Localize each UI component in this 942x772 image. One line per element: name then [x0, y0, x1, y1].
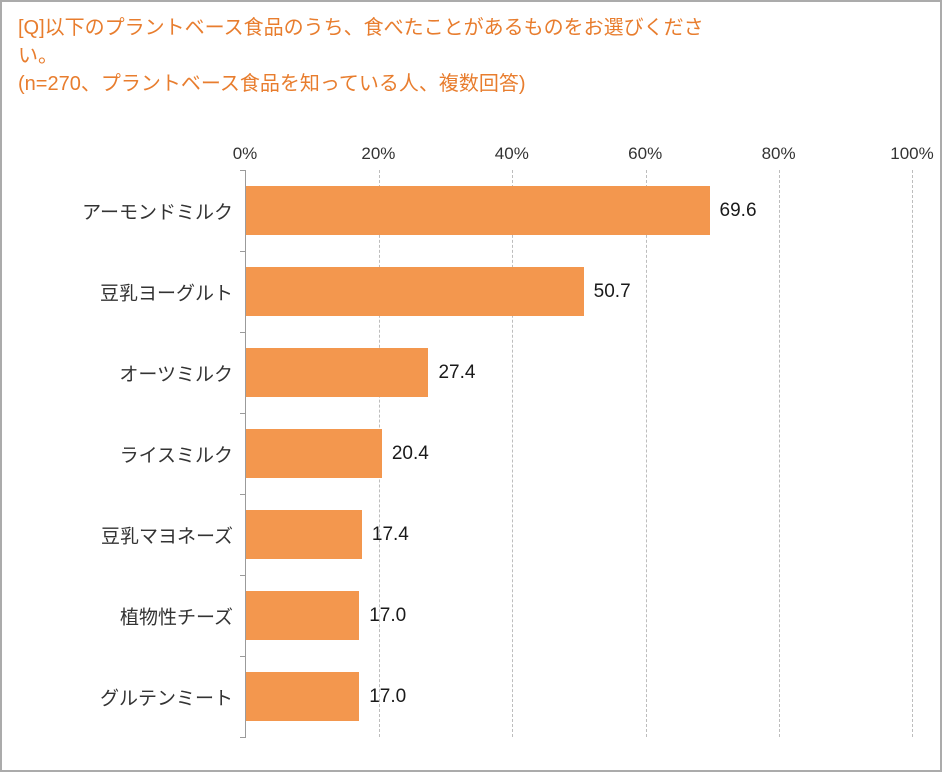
- category-label: アーモンドミルク: [82, 202, 233, 223]
- axis-tick: [240, 332, 246, 333]
- bar: [246, 672, 360, 721]
- value-label: 20.4: [391, 442, 429, 464]
- chart-row: 豆乳マヨネーズ 17.4: [101, 494, 912, 575]
- chart-row: アーモンドミルク 69.6: [82, 170, 912, 251]
- value-label: 27.4: [438, 361, 476, 383]
- bar: [246, 429, 382, 478]
- category-label: 豆乳マヨネーズ: [100, 526, 233, 547]
- value-label: 17.0: [369, 685, 407, 707]
- axis-tick: [240, 494, 246, 495]
- category-label: オーツミルク: [119, 364, 233, 385]
- x-tick-label: 20%: [361, 144, 396, 163]
- bar: [246, 186, 710, 235]
- gridline: [778, 170, 780, 737]
- sample-note: (n=270、プラントベース食品を知っている人、複数回答): [18, 73, 526, 95]
- bar: [246, 510, 362, 559]
- axis-tick: [240, 251, 246, 252]
- chart-row: 植物性チーズ 17.0: [120, 575, 912, 656]
- gridline: [912, 170, 913, 737]
- value-label: 17.4: [371, 523, 409, 545]
- chart-row: グルテンミート 17.0: [100, 656, 912, 737]
- value-label: 50.7: [593, 280, 631, 302]
- chart-row: ライスミルク 20.4: [120, 413, 912, 494]
- chart-row: オーツミルク 27.4: [119, 332, 912, 413]
- axis-tick: [240, 656, 246, 657]
- category-label: 豆乳ヨーグルト: [99, 283, 233, 304]
- x-axis-labels: 0% 20% 40% 60% 80% 100%: [233, 142, 934, 164]
- bar: [246, 591, 360, 640]
- axis-tick: [240, 575, 246, 576]
- category-label: ライスミルク: [119, 445, 233, 466]
- axis-tick: [240, 170, 246, 171]
- bar: [246, 348, 429, 397]
- category-label: グルテンミート: [99, 688, 233, 709]
- x-tick-label: 0%: [232, 144, 258, 163]
- x-tick-label: 40%: [494, 144, 529, 163]
- question-text: [Q]以下のプラントベース食品のうち、食べたことがあるものをお選びください。: [18, 17, 704, 67]
- x-tick-label: 80%: [761, 144, 796, 163]
- x-tick-label: 100%: [890, 144, 934, 163]
- bar: [246, 267, 584, 316]
- x-tick-label: 60%: [628, 144, 663, 163]
- axis-tick: [240, 413, 246, 414]
- value-label: 17.0: [369, 604, 407, 626]
- gridline: [512, 170, 514, 737]
- chart-row: 豆乳ヨーグルト 50.7: [100, 251, 912, 332]
- value-label: 69.6: [719, 199, 757, 221]
- gridline: [645, 170, 647, 737]
- category-label: 植物性チーズ: [119, 607, 233, 628]
- chart-title: [Q]以下のプラントベース食品のうち、食べたことがあるものをお選びください。 (…: [18, 14, 742, 98]
- plot-area: アーモンドミルク 69.6 豆乳ヨーグルト 50.7 オーツミルク 27.4 ライスミルク 2…: [82, 170, 913, 738]
- axis-tick: [240, 737, 246, 738]
